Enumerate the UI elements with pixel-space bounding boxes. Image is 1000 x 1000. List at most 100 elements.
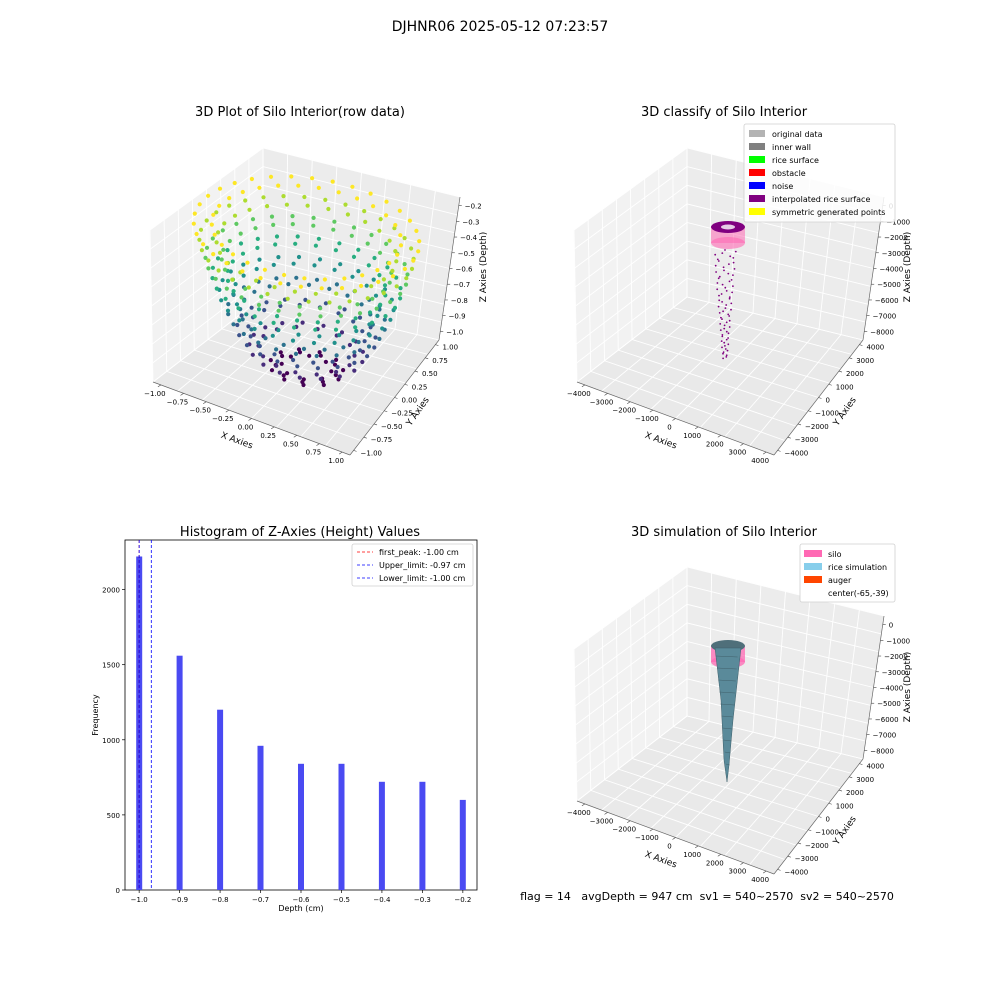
- scatter-point: [221, 247, 226, 252]
- scatter-point: [327, 300, 332, 305]
- legend-label-classify: noise: [772, 182, 793, 191]
- classify-point: [723, 324, 726, 327]
- scatter-point: [197, 202, 202, 207]
- scatter-point: [274, 276, 279, 281]
- scatter-point: [268, 174, 274, 179]
- scatter-point: [230, 252, 236, 257]
- scatter-point: [336, 190, 341, 195]
- scatter-point: [311, 215, 316, 220]
- legend-label-histogram: Upper_limit: -0.97 cm: [379, 561, 466, 570]
- scatter-point: [376, 279, 381, 284]
- y-tick-label-classify: 4000: [866, 344, 884, 352]
- histogram-bar: [298, 763, 304, 890]
- scatter-point: [366, 344, 372, 349]
- classify-point: [717, 260, 720, 262]
- legend-swatch-classify: [749, 130, 765, 137]
- scatter-point: [240, 317, 245, 322]
- scatter-point: [390, 268, 395, 273]
- scatter-point: [263, 336, 268, 341]
- gridline-classify: [645, 328, 830, 384]
- classify-point: [714, 253, 717, 256]
- classify-point: [732, 261, 735, 264]
- legend-label-classify: symmetric generated points: [772, 208, 885, 217]
- scatter-point: [318, 353, 323, 358]
- scatter-point: [352, 360, 357, 365]
- scatter-point: [259, 294, 264, 299]
- cone-mesh-line: [724, 751, 731, 754]
- y-tick-mark-raw: [435, 344, 439, 346]
- scatter-point: [335, 364, 340, 370]
- y-tick-label-classify: −2000: [805, 423, 829, 431]
- histogram-y-tick-label: 2000: [102, 587, 120, 595]
- scatter-point: [326, 206, 331, 212]
- scatter-point: [356, 247, 361, 252]
- scatter-point: [374, 306, 379, 311]
- y-tick-label-raw: 0.75: [432, 357, 448, 365]
- classify-point: [714, 264, 717, 267]
- scatter-point: [231, 322, 236, 327]
- x-tick-mark-raw: [248, 418, 252, 421]
- scatter-point: [375, 313, 380, 318]
- x-axis-label-simulation: X Axies: [643, 850, 678, 871]
- histogram-y-tick-label: 0: [116, 887, 120, 895]
- scatter-point: [278, 350, 283, 355]
- histogram-x-tick-label: −0.7: [252, 896, 269, 904]
- scatter-point: [240, 269, 245, 274]
- classify-point: [724, 348, 727, 350]
- scatter-point: [369, 232, 374, 238]
- scatter-point: [377, 228, 382, 233]
- scatter-point: [248, 334, 253, 339]
- y-tick-mark-simulation: [849, 776, 853, 779]
- classify-point: [722, 266, 725, 269]
- scatter-point: [362, 209, 367, 214]
- scatter-point: [269, 214, 275, 219]
- gridline-raw: [394, 184, 412, 330]
- histogram-y-tick-label: 500: [107, 812, 120, 820]
- scatter-point: [220, 278, 225, 283]
- scatter-point: [286, 282, 291, 287]
- scatter-point: [314, 353, 319, 359]
- scatter-point: [357, 311, 363, 316]
- scatter-point: [306, 282, 312, 287]
- classify-point: [724, 249, 726, 251]
- scatter-point: [388, 299, 393, 305]
- classify-point: [722, 310, 724, 313]
- scatter-point: [243, 198, 248, 203]
- scatter-point: [278, 281, 283, 286]
- scatter-point: [240, 251, 246, 256]
- scatter-point: [347, 342, 352, 348]
- x-tick-label-classify: 0: [667, 424, 671, 432]
- scatter-point: [417, 239, 422, 244]
- scatter-point: [214, 210, 219, 215]
- scatter-point: [327, 286, 332, 291]
- x-tick-mark-classify: [672, 418, 676, 421]
- scatter-point: [369, 320, 375, 325]
- scatter-point: [237, 318, 242, 323]
- z-tick-label-simulation: −7000: [873, 732, 897, 740]
- histogram-bar: [176, 655, 183, 890]
- x-tick-label-raw: 0.00: [238, 424, 254, 432]
- z-tick-label-classify: −7000: [873, 313, 897, 321]
- histogram-bar: [419, 781, 426, 890]
- y-tick-label-classify: −3000: [795, 436, 819, 444]
- z-tick-label-simulation: −2000: [884, 653, 908, 661]
- scatter-point: [220, 228, 225, 233]
- scatter-point: [351, 338, 356, 343]
- x-axis-label-histogram: Depth (cm): [278, 904, 323, 913]
- y-tick-mark-simulation: [777, 869, 781, 871]
- scatter-point: [351, 225, 357, 230]
- x-tick-mark-simulation: [649, 828, 654, 832]
- legend-classify: original data inner wall rice surface obsta…: [743, 123, 896, 223]
- scatter-point: [338, 313, 344, 318]
- silo-base: [711, 237, 745, 249]
- scatter-point: [355, 302, 360, 307]
- classify-point: [729, 255, 732, 258]
- scatter-point: [210, 265, 215, 270]
- scatter-point: [311, 340, 317, 346]
- scatter-point: [347, 363, 352, 368]
- classify-point: [722, 357, 724, 360]
- x-tick-mark-raw: [157, 384, 162, 388]
- z-tick-label-raw: −0.3: [462, 218, 479, 226]
- scatter-point: [409, 246, 414, 251]
- z-tick-label-classify: −1000: [886, 218, 910, 226]
